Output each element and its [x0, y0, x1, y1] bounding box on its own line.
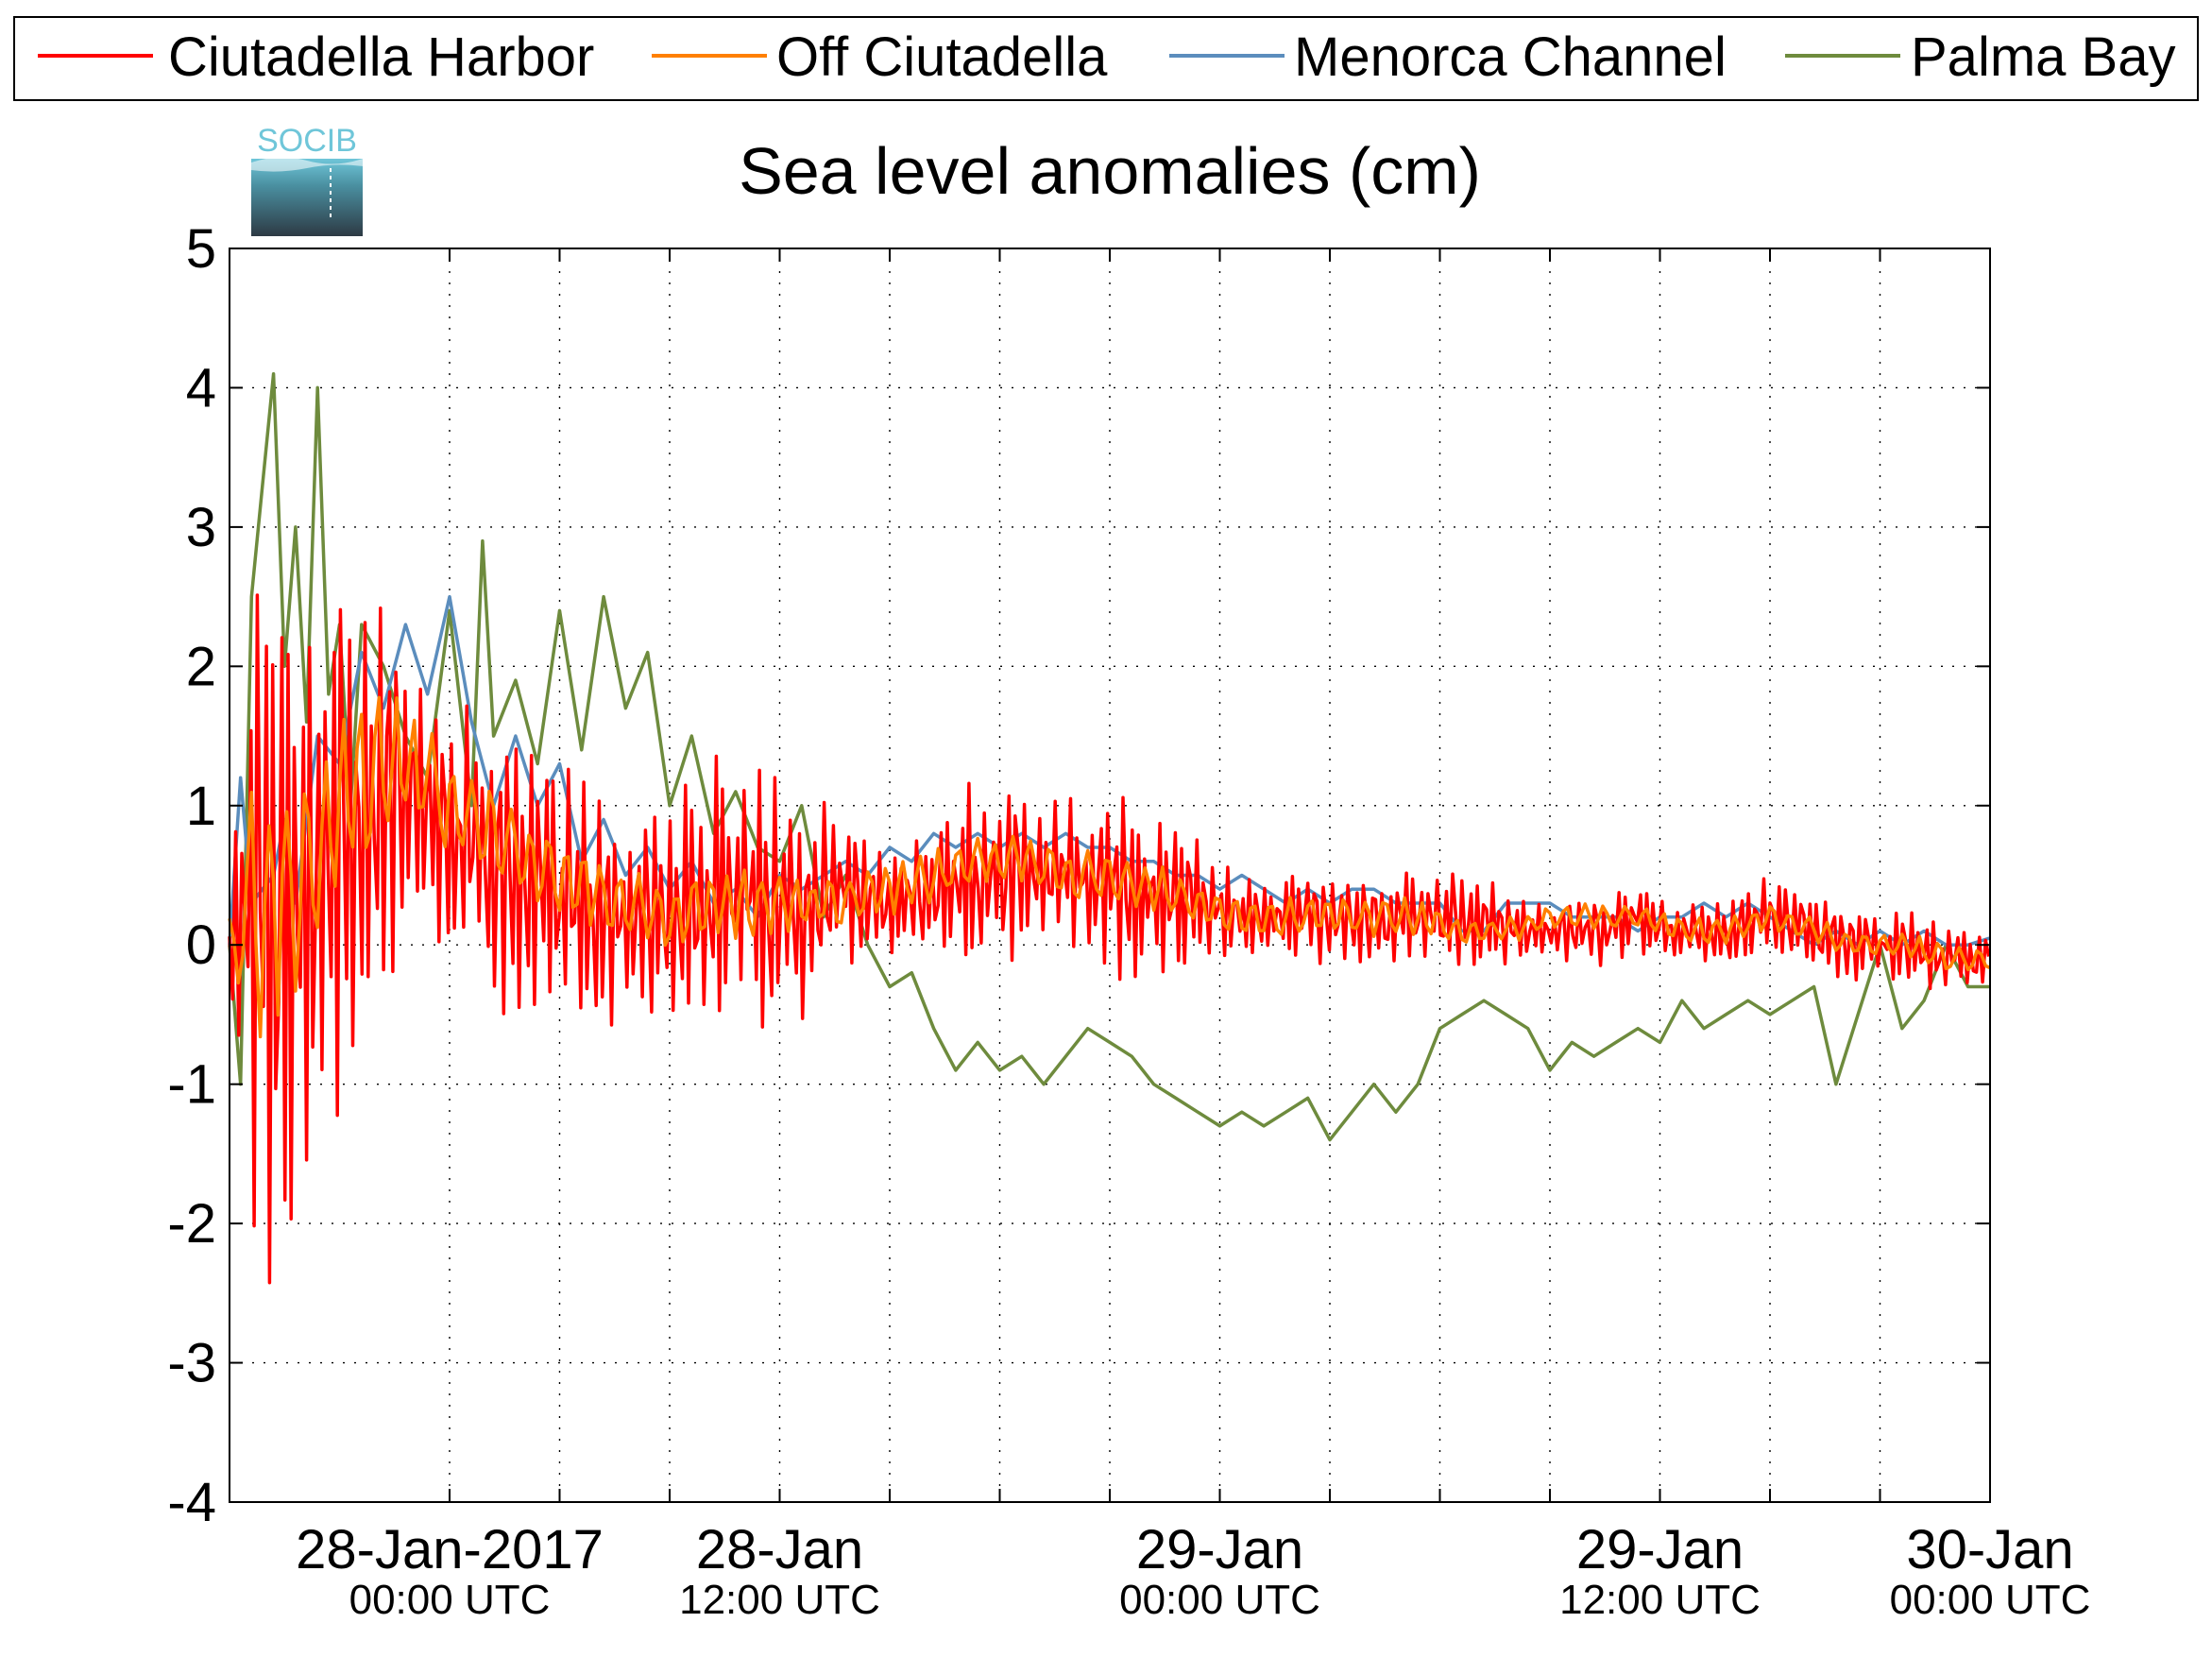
series-line-menorca-channel	[228, 594, 1991, 947]
legend-label: Menorca Channel	[1294, 26, 1727, 88]
y-tick-label: -2	[167, 1193, 216, 1255]
chart-title: Sea level anomalies (cm)	[739, 134, 1481, 208]
legend-label: Off Ciutadella	[776, 26, 1108, 88]
x-tick-label-date: 28-Jan	[696, 1519, 863, 1580]
legend-label: Palma Bay	[1911, 26, 2175, 88]
x-tick-label-date: 29-Jan	[1576, 1519, 1744, 1580]
y-tick-label: 5	[186, 218, 216, 280]
x-tick-label-time: 00:00 UTC	[1890, 1577, 2091, 1623]
series-layer	[228, 371, 1991, 1285]
y-tick-label: -3	[167, 1333, 216, 1394]
y-tick-label: 1	[186, 776, 216, 837]
x-tick-label-time: 00:00 UTC	[1119, 1577, 1320, 1623]
x-tick-label-time: 12:00 UTC	[679, 1577, 880, 1623]
x-tick-label-date: 30-Jan	[1906, 1519, 2073, 1580]
grid	[230, 248, 1990, 1502]
x-tick-label-date: 29-Jan	[1136, 1519, 1303, 1580]
ticks	[230, 248, 1991, 1503]
legend-label: Ciutadella Harbor	[168, 26, 594, 88]
x-tick-label-time: 00:00 UTC	[349, 1577, 551, 1623]
x-tick-label-time: 12:00 UTC	[1559, 1577, 1761, 1623]
y-tick-label: -4	[167, 1472, 216, 1533]
legend: Ciutadella Harbor Off Ciutadella Menorca C…	[13, 16, 2199, 101]
x-tick-label-date: 28-Jan-2017	[296, 1519, 604, 1580]
socib-logo: SOCIB	[251, 123, 363, 236]
y-tick-label: -1	[167, 1054, 216, 1116]
y-tick-label: 3	[186, 497, 216, 558]
logo-text: SOCIB	[257, 123, 357, 159]
y-tick-labels: -4 -3 -2 -1 0 1 2 3 4 5	[167, 218, 216, 1533]
series-line-off-ciutadella	[228, 695, 1991, 1039]
y-tick-label: 2	[186, 636, 216, 697]
y-tick-label: 0	[186, 914, 216, 976]
y-tick-label: 4	[186, 357, 216, 418]
legend-box	[13, 16, 2199, 101]
